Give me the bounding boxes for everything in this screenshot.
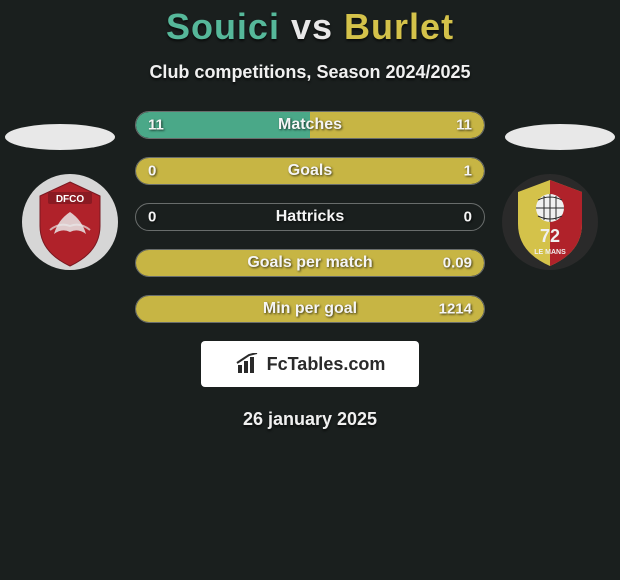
stat-bar-goals: 0 Goals 1 [135, 157, 485, 185]
player1-ellipse [5, 124, 115, 150]
stat-value-right: 0.09 [443, 255, 472, 272]
player2-name: Burlet [344, 6, 454, 47]
subtitle: Club competitions, Season 2024/2025 [0, 62, 620, 83]
stat-value-left: 11 [148, 117, 164, 134]
watermark: FcTables.com [201, 341, 419, 387]
badge-right-subtext: LE MANS [534, 249, 566, 256]
badge-right-number: 72 [540, 226, 560, 246]
stat-bar-matches: 11 Matches 11 [135, 111, 485, 139]
stat-value-right: 0 [464, 209, 472, 226]
player1-name: Souici [166, 6, 280, 47]
title: Souici vs Burlet [0, 6, 620, 48]
stat-bars: 11 Matches 11 0 Goals 1 0 Hattricks 0 Go… [135, 111, 485, 323]
stat-bar-hattricks: 0 Hattricks 0 [135, 203, 485, 231]
stat-label: Matches [278, 116, 342, 134]
watermark-text: FcTables.com [267, 354, 386, 375]
vs-text: vs [291, 6, 333, 47]
stat-label: Goals per match [247, 254, 372, 272]
stat-label: Min per goal [263, 300, 357, 318]
club-badge-right: 72 LE MANS [500, 172, 600, 272]
stat-bar-mpg: Min per goal 1214 [135, 295, 485, 323]
comparison-infographic: Souici vs Burlet Club competitions, Seas… [0, 0, 620, 580]
badge-left-text: DFCO [56, 194, 85, 205]
dfco-badge-icon: DFCO [20, 172, 120, 272]
club-badge-left: DFCO [20, 172, 120, 272]
player2-ellipse [505, 124, 615, 150]
stat-label: Goals [288, 162, 332, 180]
stat-value-right: 1214 [439, 301, 472, 318]
stat-value-right: 11 [456, 117, 472, 134]
stat-value-left: 0 [148, 209, 156, 226]
stat-value-right: 1 [464, 163, 472, 180]
date: 26 january 2025 [0, 409, 620, 430]
stat-bar-gpm: Goals per match 0.09 [135, 249, 485, 277]
stat-label: Hattricks [276, 208, 344, 226]
chart-icon [235, 353, 261, 375]
lemans-badge-icon: 72 LE MANS [500, 172, 600, 272]
stat-value-left: 0 [148, 163, 156, 180]
